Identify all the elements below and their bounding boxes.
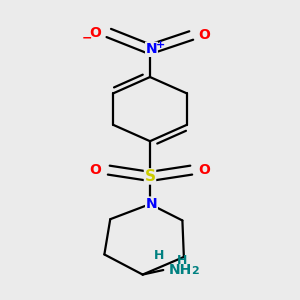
Text: +: +: [156, 40, 165, 50]
Text: 2: 2: [191, 266, 199, 276]
Text: NH: NH: [169, 262, 192, 277]
Text: O: O: [90, 163, 101, 177]
Text: N: N: [146, 42, 157, 56]
Text: O: O: [90, 26, 101, 40]
Text: O: O: [199, 163, 210, 177]
Text: −: −: [81, 31, 92, 44]
Text: S: S: [145, 169, 155, 184]
Text: H: H: [177, 254, 188, 267]
Text: N: N: [146, 197, 157, 211]
Text: O: O: [199, 28, 210, 43]
Text: H: H: [154, 249, 164, 262]
